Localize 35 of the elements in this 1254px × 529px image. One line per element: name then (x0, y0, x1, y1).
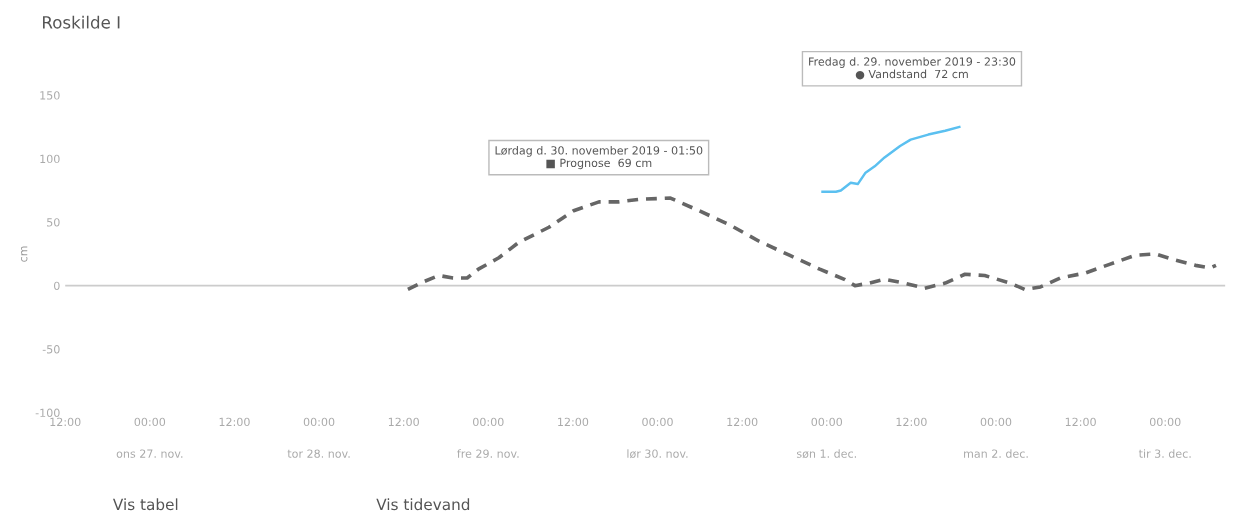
x-tick-label: 00:00 (980, 417, 1012, 427)
y-axis-title: cm (21, 246, 28, 262)
y-tick-label: 100 (40, 154, 60, 164)
x-tick-label: 00:00 (303, 417, 335, 427)
x-tick-label: 00:00 (134, 417, 166, 427)
text: Vis tabel (112, 498, 178, 511)
x-tick-label: 12:00 (1065, 417, 1096, 427)
x-tick-label: 12:00 (219, 417, 250, 427)
x2-tick-label: lør 30. nov. (627, 449, 688, 459)
x-tick-label: 00:00 (473, 417, 504, 427)
x-tick-label: 00:00 (1149, 417, 1181, 427)
line-series (406, 196, 1218, 292)
text: Fredag d. 29. november 2019 - 23:30 ● Vandstand 72 cm (809, 57, 1016, 80)
annotation: Lørdag d. 30. november 2019 - 01:50 ■ Prognose 69 cm (495, 146, 703, 170)
x-tick-label: 12:00 (727, 417, 758, 427)
x-tick-label: 12:00 (896, 417, 927, 427)
x-tick-label: 12:00 (388, 417, 419, 427)
x2-tick-label: man 2. dec. (964, 449, 1028, 458)
y-tick-label: 150 (40, 91, 60, 100)
x-tick-label: 00:00 (642, 417, 673, 427)
y-tick-label: -100 (35, 408, 60, 417)
chart-title: Roskilde I (43, 15, 120, 29)
x-tick-label: 12:00 (558, 417, 589, 427)
x2-tick-label: fre 29. nov. (457, 449, 519, 458)
line-series (821, 125, 961, 193)
x2-tick-label: ons 27. nov. (116, 449, 183, 458)
x-tick-label: 12:00 (50, 417, 81, 427)
y-tick-label: 0 (54, 281, 60, 291)
y-tick-label: -50 (42, 345, 60, 354)
y-tick-label: 50 (47, 218, 60, 227)
x-tick-label: 00:00 (811, 417, 843, 427)
x2-tick-label: søn 1. dec. (796, 449, 856, 459)
x2-tick-label: tor 28. nov. (287, 449, 350, 458)
x2-tick-label: tir 3. dec. (1138, 449, 1191, 458)
text: Vis tidevand (376, 498, 470, 511)
